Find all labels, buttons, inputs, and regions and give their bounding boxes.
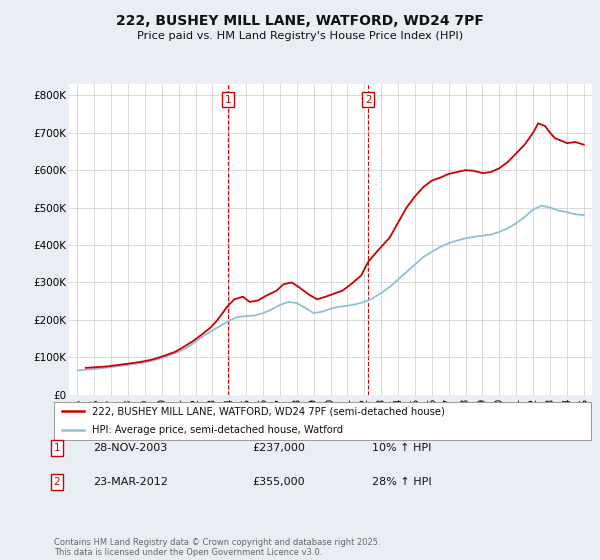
- Text: £237,000: £237,000: [252, 443, 305, 453]
- Text: HPI: Average price, semi-detached house, Watford: HPI: Average price, semi-detached house,…: [92, 425, 343, 435]
- Text: 222, BUSHEY MILL LANE, WATFORD, WD24 7PF (semi-detached house): 222, BUSHEY MILL LANE, WATFORD, WD24 7PF…: [92, 406, 445, 416]
- Text: 1: 1: [53, 443, 61, 453]
- Text: Price paid vs. HM Land Registry's House Price Index (HPI): Price paid vs. HM Land Registry's House …: [137, 31, 463, 41]
- Text: 28-NOV-2003: 28-NOV-2003: [93, 443, 167, 453]
- Text: 2: 2: [53, 477, 61, 487]
- Text: 23-MAR-2012: 23-MAR-2012: [93, 477, 168, 487]
- Text: Contains HM Land Registry data © Crown copyright and database right 2025.
This d: Contains HM Land Registry data © Crown c…: [54, 538, 380, 557]
- Text: 28% ↑ HPI: 28% ↑ HPI: [372, 477, 431, 487]
- Text: 222, BUSHEY MILL LANE, WATFORD, WD24 7PF: 222, BUSHEY MILL LANE, WATFORD, WD24 7PF: [116, 14, 484, 28]
- Text: 2: 2: [365, 95, 371, 105]
- Text: £355,000: £355,000: [252, 477, 305, 487]
- Text: 1: 1: [224, 95, 231, 105]
- Text: 10% ↑ HPI: 10% ↑ HPI: [372, 443, 431, 453]
